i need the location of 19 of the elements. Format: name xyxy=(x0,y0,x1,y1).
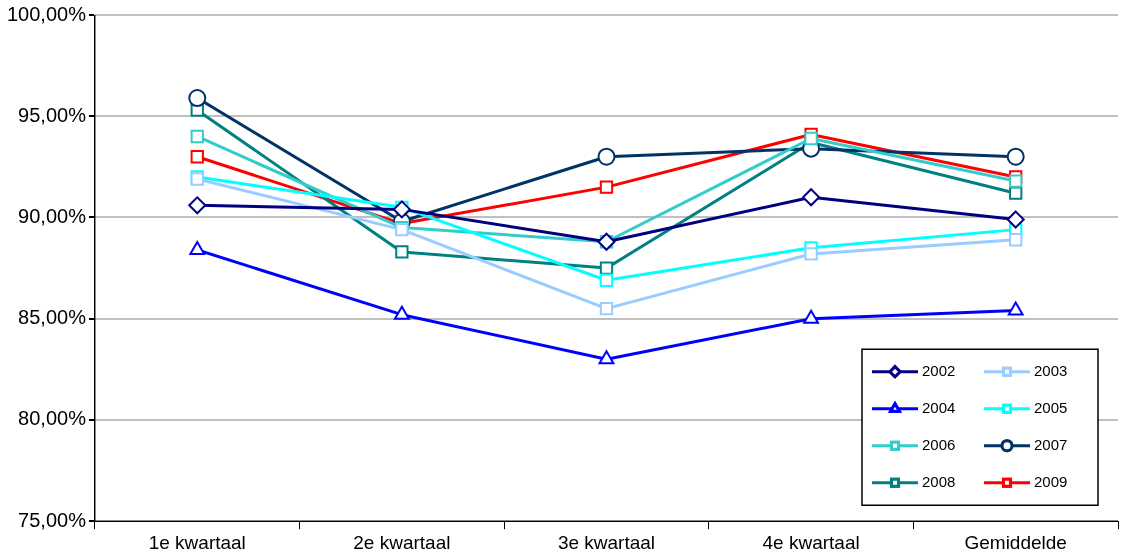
y-tick-label: 75,00% xyxy=(18,508,87,531)
legend-label: 2005 xyxy=(1034,398,1068,416)
y-tick-label: 80,00% xyxy=(18,407,87,430)
y-tick-label: 85,00% xyxy=(18,306,87,329)
y-tick-label: 90,00% xyxy=(18,205,87,227)
x-tick-label: 3e kwartaal xyxy=(557,531,656,553)
y-tick-label: 95,00% xyxy=(18,103,87,126)
x-tick-label: 1e kwartaal xyxy=(148,531,246,553)
legend-label: 2008 xyxy=(922,472,956,490)
legend-label: 2009 xyxy=(1034,472,1068,490)
legend-label: 2003 xyxy=(1034,361,1068,379)
legend-label: 2002 xyxy=(922,361,956,379)
x-tick-label: Gemiddelde xyxy=(964,531,1067,553)
y-tick-label: 100,00% xyxy=(6,2,87,25)
x-tick-label: 2e kwartaal xyxy=(353,531,451,553)
x-tick-label: 4e kwartaal xyxy=(762,531,860,553)
legend-label: 2004 xyxy=(922,398,956,416)
legend-label: 2006 xyxy=(922,435,956,453)
legend-label: 2007 xyxy=(1034,435,1068,453)
